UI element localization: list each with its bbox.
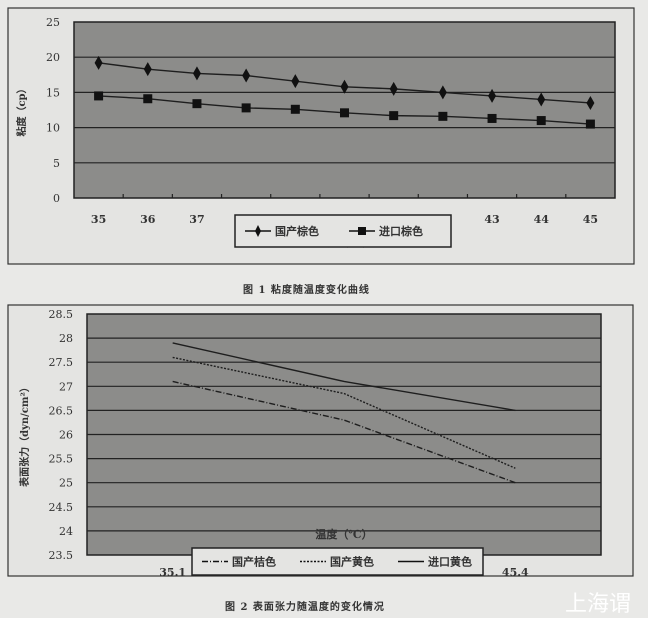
chart1-diamond-marker <box>242 68 251 83</box>
chart1-legend-square-icon <box>358 227 366 235</box>
chart2-ytick-label: 27.5 <box>49 356 74 369</box>
chart1-ytick-label: 5 <box>53 157 60 170</box>
figure1-caption: 图 1 粘度随温度变化曲线 <box>243 285 370 296</box>
chart1-xtick-label: 36 <box>140 213 156 226</box>
chart1-xtick-label: 44 <box>534 213 550 226</box>
chart1-diamond-marker <box>586 95 595 110</box>
chart1-diamond-marker <box>389 81 398 96</box>
chart1-square-marker <box>290 104 300 114</box>
chart2-legend-label: 进口黄色 <box>428 555 472 569</box>
chart1-square-marker <box>340 108 349 118</box>
chart1-diamond-marker <box>438 85 447 100</box>
chart2-yaxis-label: 表面张力（dyn/cm²） <box>18 382 31 488</box>
chart2-ytick-label: 27 <box>59 380 73 393</box>
chart1-square-marker <box>192 99 202 109</box>
chart1-xtick-label: 37 <box>189 213 204 226</box>
chart2-ytick-label: 28 <box>59 332 73 345</box>
chart1-square-marker <box>487 113 497 123</box>
chart1-square-marker <box>241 103 251 113</box>
figure2-caption: 图 2 表面张力随温度的变化情况 <box>225 602 385 613</box>
chart2-ytick-label: 28.5 <box>49 308 74 321</box>
chart1-xtick-label: 43 <box>484 213 499 226</box>
chart1-xtick-label: 35 <box>91 213 106 226</box>
chart2-ytick-label: 25 <box>59 477 73 490</box>
chart1-ytick-label: 20 <box>46 51 60 64</box>
chart1-square-marker <box>438 111 448 121</box>
chart2-ytick-label: 24 <box>59 525 73 538</box>
chart1-legend-label: 国产棕色 <box>275 224 319 238</box>
chart1-xtick-label: 45 <box>583 213 598 226</box>
chart1-diamond-marker <box>488 88 497 103</box>
chart1-ytick-label: 25 <box>46 16 60 29</box>
chart2-legend-label: 国产桔色 <box>232 555 276 569</box>
chart1-diamond-marker <box>340 79 349 94</box>
chart1-diamond-marker <box>537 92 546 107</box>
chart2-ytick-label: 25.5 <box>49 453 74 466</box>
watermark: 上海谓 <box>565 592 632 617</box>
chart1-ytick-label: 10 <box>46 122 60 135</box>
chart2-ytick-label: 23.5 <box>49 549 74 562</box>
chart1-square-marker <box>389 111 399 121</box>
chart2-ytick-label: 26 <box>59 429 73 442</box>
chart2-legend-box <box>191 547 484 576</box>
chart2-series-line <box>172 356 516 469</box>
chart1-diamond-marker <box>291 74 300 89</box>
chart2-xtick-label: 45.4 <box>502 566 529 579</box>
chart1-square-marker <box>585 119 595 129</box>
chart1-ytick-label: 15 <box>46 86 60 99</box>
chart2-ytick-label: 26.5 <box>49 404 74 417</box>
chart1-diamond-marker <box>94 55 103 70</box>
chart1-diamond-marker <box>143 62 152 77</box>
chart2-xaxis-label: 温度（℃） <box>315 527 372 541</box>
chart2-xtick-label: 35.1 <box>159 566 186 579</box>
chart1-square-marker <box>94 91 104 101</box>
chart1-yaxis-label: 粘度（cp） <box>15 83 28 136</box>
chart1-ytick-label: 0 <box>53 192 60 205</box>
chart1-legend-label: 进口棕色 <box>379 224 423 238</box>
chart1-legend-diamond-icon <box>255 225 261 237</box>
chart1-square-marker <box>536 116 546 126</box>
chart1-square-marker <box>143 94 153 104</box>
chart2-ytick-label: 24.5 <box>49 501 74 514</box>
chart2-series-line <box>172 380 516 484</box>
chart2-series-line <box>172 342 516 412</box>
chart2-legend-label: 国产黄色 <box>330 555 374 569</box>
chart1-diamond-marker <box>192 66 201 81</box>
